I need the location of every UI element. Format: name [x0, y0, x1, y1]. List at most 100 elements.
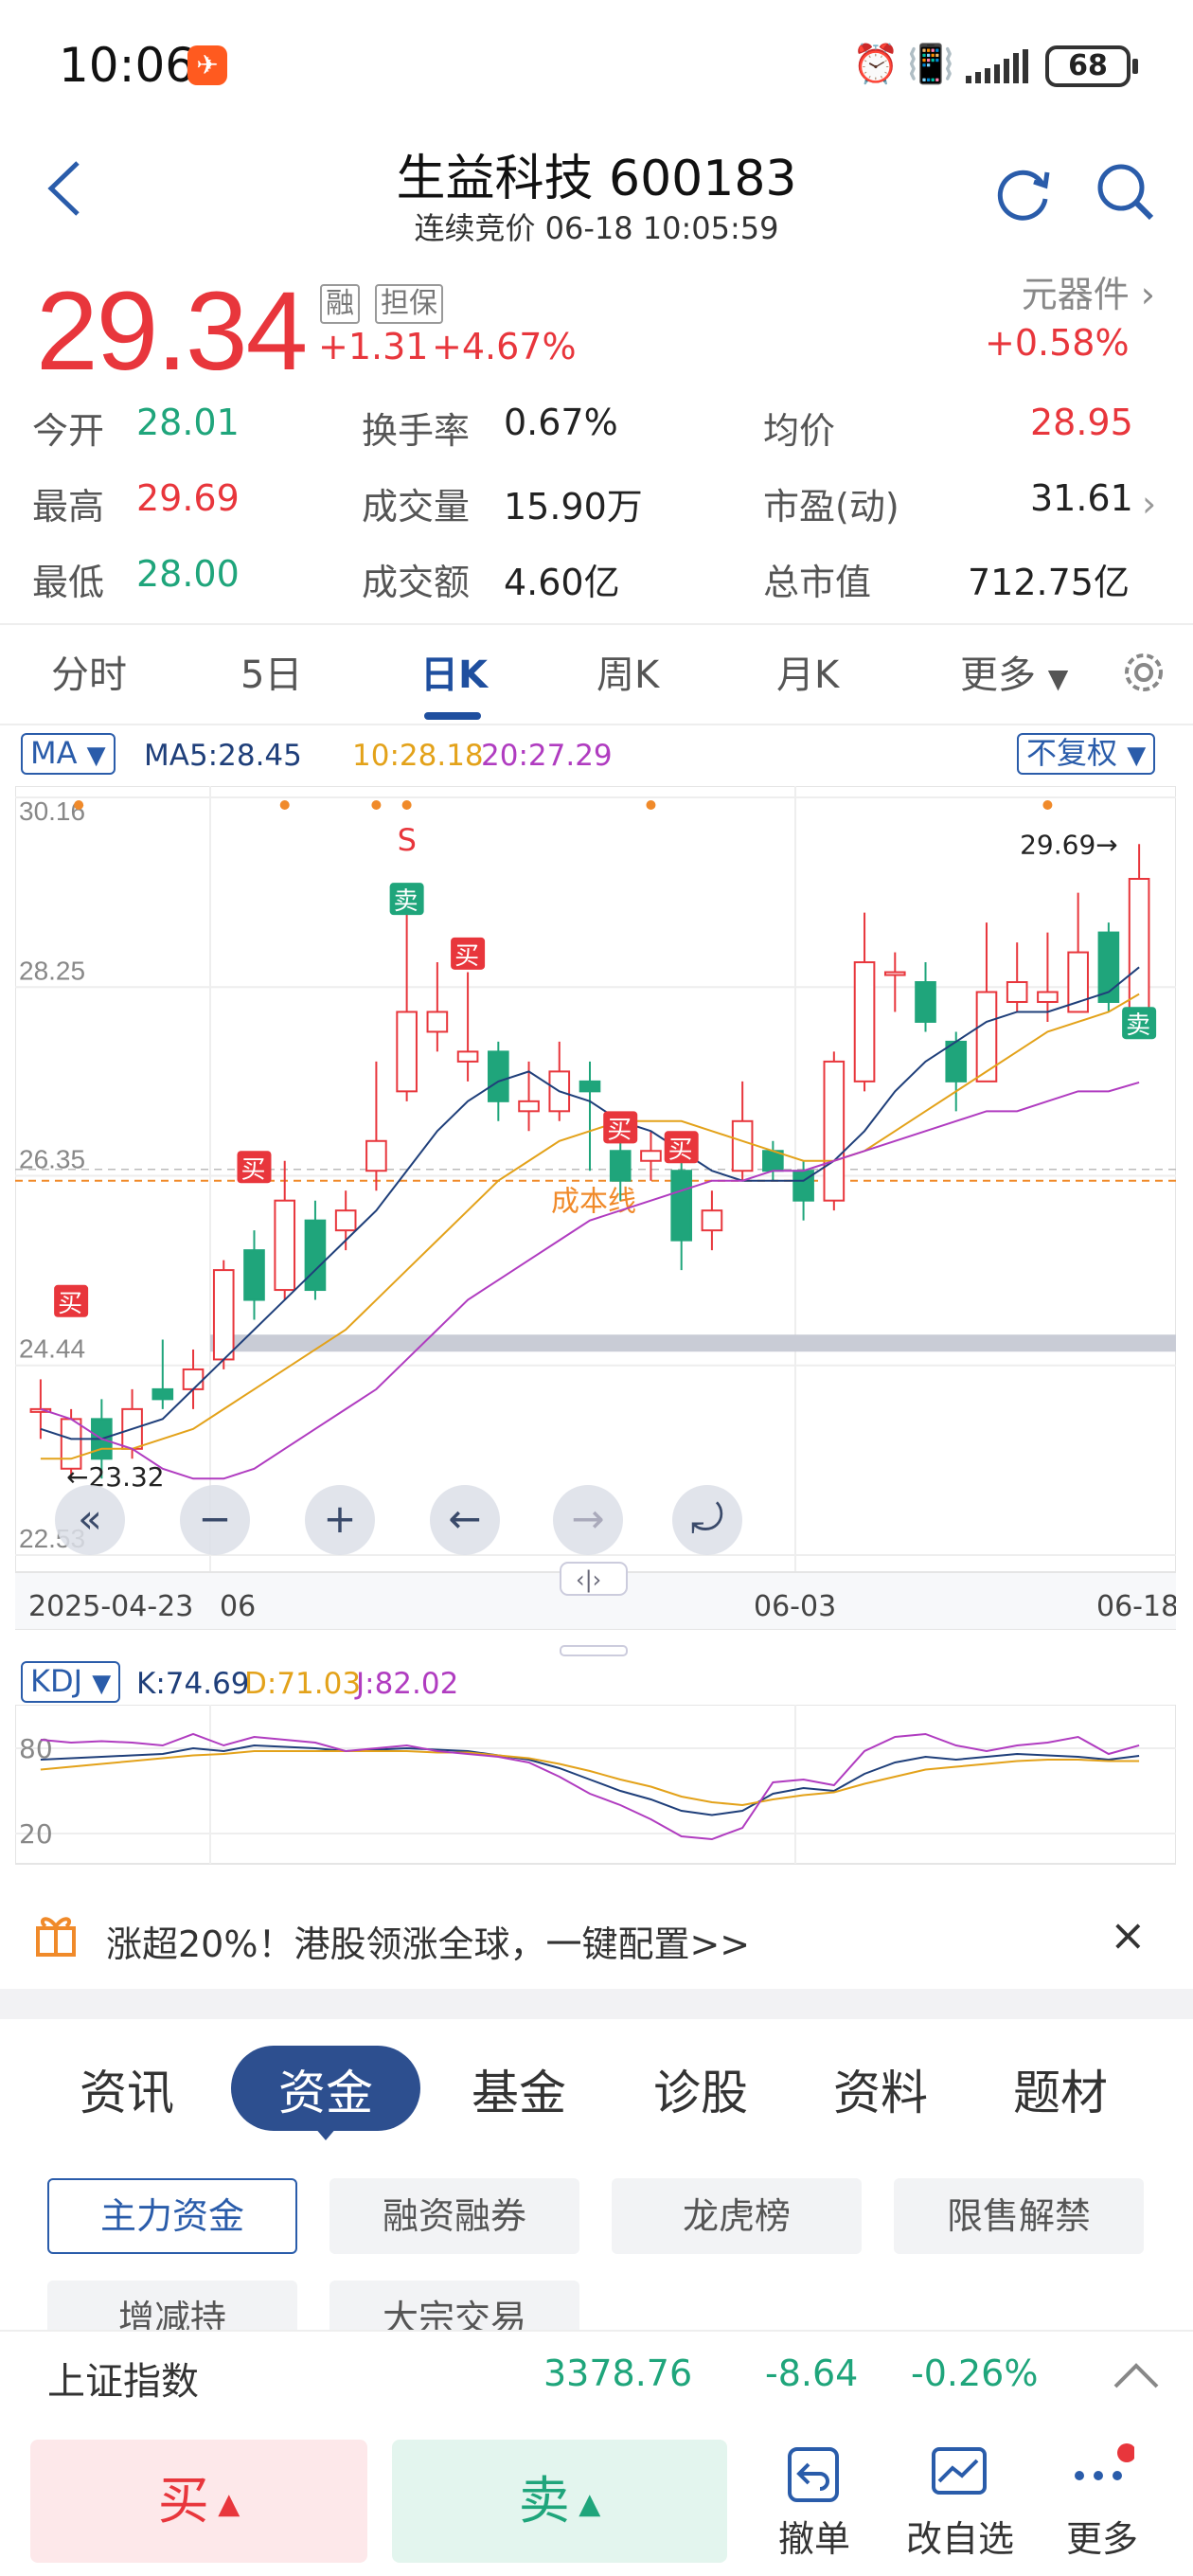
chip-margin[interactable]: 融资融券 — [329, 2178, 579, 2254]
close-icon[interactable]: × — [1110, 1909, 1147, 1960]
sector-name: 元器件 — [1021, 274, 1130, 315]
svg-text:买: 买 — [607, 1116, 632, 1144]
indicator-label: MA — [30, 735, 78, 771]
search-icon[interactable] — [1093, 159, 1159, 225]
stat-label-mktcap: 总市值 — [763, 562, 872, 603]
cost-line-label: 成本线 — [551, 1186, 636, 1219]
stat-value-turnover: 0.67% — [504, 402, 618, 443]
drag-handle-arrows: ‹|› — [576, 1566, 601, 1593]
index-ticker-bar[interactable] — [0, 2330, 1193, 2421]
app-notification-icon: ✈ — [187, 45, 227, 85]
back-button[interactable] — [42, 155, 89, 222]
chip-main-funds[interactable]: 主力资金 — [47, 2178, 297, 2254]
edit-watchlist-label[interactable]: 改自选 — [905, 2518, 1014, 2560]
signal-dot — [74, 800, 84, 810]
edit-watchlist-icon[interactable] — [926, 2442, 992, 2508]
sector-change: +0.58% — [985, 322, 1130, 364]
kdj-select[interactable]: KDJ ▼ — [21, 1661, 121, 1703]
chevron-right-icon: › — [1140, 274, 1155, 315]
tab-5day[interactable]: 5日 — [240, 653, 303, 697]
tab-intraday[interactable]: 分时 — [51, 653, 127, 697]
candle-body — [731, 1119, 754, 1172]
stat-value-pe: 31.61 — [1030, 477, 1133, 519]
candle-body — [182, 1368, 205, 1390]
tab-diagnosis[interactable]: 诊股 — [653, 2066, 748, 2120]
candle-body — [334, 1209, 357, 1232]
alarm-icon: ⏰ — [852, 43, 899, 86]
refresh-icon[interactable] — [990, 159, 1057, 225]
caret-down-icon: ▼ — [86, 742, 106, 770]
candle-body — [151, 1387, 174, 1401]
candle-body — [518, 1100, 540, 1113]
chart-rewind-button[interactable]: « — [55, 1485, 125, 1555]
tab-monthly-k[interactable]: 月K — [776, 653, 840, 697]
adjust-label: 不复权 — [1026, 735, 1118, 771]
index-change: -8.64 — [765, 2352, 859, 2394]
chart-pan-right-button[interactable]: → — [553, 1485, 623, 1555]
more-label[interactable]: 更多 — [1065, 2518, 1138, 2560]
tab-more[interactable]: 更多 ▼ — [960, 644, 1068, 699]
ma5-legend: MA5:28.45 — [144, 739, 302, 773]
ma10-legend: 10:28.18 — [352, 739, 484, 773]
sector-link[interactable]: 元器件 › — [1022, 265, 1155, 317]
candle-body — [579, 1080, 601, 1093]
candle-body — [915, 981, 936, 1023]
section-gap — [0, 1989, 1193, 2019]
stat-value-open: 28.01 — [136, 402, 240, 443]
buy-marker: 买 — [54, 1284, 89, 1318]
kdj-k-line — [40, 1744, 1140, 1816]
cancel-order-label[interactable]: 撤单 — [777, 2518, 850, 2560]
more-dots-icon[interactable] — [1068, 2442, 1134, 2508]
index-name: 上证指数 — [47, 2360, 199, 2404]
high-label: 29.69→ — [1020, 829, 1118, 860]
signal-dot — [401, 800, 412, 810]
candle-body — [274, 1199, 296, 1292]
sell-button[interactable]: 卖 ▲ — [392, 2440, 727, 2563]
tab-funds-flow[interactable]: 资金 — [278, 2066, 373, 2120]
margin-tag: 融 — [320, 284, 360, 324]
caret-up-icon: ▲ — [208, 2487, 240, 2521]
candlestick-chart[interactable]: 30.1628.2526.3524.4422.53成本线S买买卖买买买卖29.6… — [15, 786, 1176, 1695]
settings-icon[interactable] — [1117, 646, 1170, 699]
candle-body — [304, 1219, 327, 1292]
tab-daily-k[interactable]: 日K — [420, 653, 488, 697]
y-tick-label: 30.16 — [19, 796, 85, 826]
chart-pan-left-button[interactable]: ← — [430, 1485, 500, 1555]
gift-icon — [36, 1917, 76, 1957]
chevron-up-icon[interactable] — [1112, 2358, 1161, 2390]
chart-zoom-in-button[interactable]: + — [305, 1485, 375, 1555]
candle-body — [975, 991, 998, 1082]
candle-body — [883, 971, 906, 976]
chart-rotate-button[interactable]: ⤾ — [672, 1485, 742, 1555]
svg-text:买: 买 — [240, 1155, 265, 1184]
stats-expand-icon[interactable]: › — [1142, 483, 1157, 525]
indicator-select[interactable]: MA ▼ — [21, 733, 116, 775]
tab-profile[interactable]: 资料 — [833, 2066, 928, 2120]
svg-text:卖: 卖 — [1126, 1011, 1150, 1040]
chart-zoom-out-button[interactable]: − — [180, 1485, 250, 1555]
candle-body — [640, 1150, 662, 1162]
tab-fund[interactable]: 基金 — [472, 2066, 566, 2120]
signal-icon — [966, 49, 1028, 83]
buy-button[interactable]: 买 ▲ — [30, 2440, 367, 2563]
chevron-left-icon — [47, 161, 80, 216]
kdj-j-line — [40, 1732, 1140, 1841]
kdj-k-legend: K:74.69 — [136, 1667, 250, 1701]
svg-text:买: 买 — [58, 1290, 82, 1318]
signal-s-label: S — [398, 822, 417, 858]
tab-theme[interactable]: 题材 — [1013, 2066, 1108, 2120]
candle-body — [426, 1011, 449, 1033]
candle-body — [945, 1040, 968, 1082]
x-tick-label: 06-18 — [1096, 1590, 1176, 1623]
tab-weekly-k[interactable]: 周K — [596, 653, 660, 697]
x-tick-label: 06 — [220, 1590, 256, 1623]
page-title: 生益科技 600183 — [396, 151, 797, 207]
cancel-order-icon[interactable] — [780, 2442, 846, 2508]
chip-top-list[interactable]: 龙虎榜 — [612, 2178, 862, 2254]
adjust-select[interactable]: 不复权 ▼ — [1017, 733, 1156, 775]
chip-unlock[interactable]: 限售解禁 — [894, 2178, 1144, 2254]
index-change-pct: -0.26% — [911, 2352, 1039, 2394]
promo-text[interactable]: 涨超20%！港股领涨全球，一键配置>> — [106, 1923, 751, 1965]
tab-news[interactable]: 资讯 — [80, 2066, 174, 2120]
